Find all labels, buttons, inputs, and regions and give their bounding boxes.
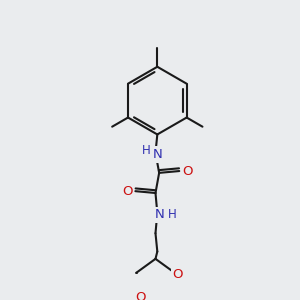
Text: O: O [172, 268, 183, 281]
Text: H: H [168, 208, 176, 221]
Text: O: O [122, 185, 132, 198]
Text: O: O [136, 291, 146, 300]
Text: O: O [182, 164, 193, 178]
Text: N: N [152, 148, 162, 161]
Text: H: H [142, 144, 151, 158]
Text: N: N [155, 208, 165, 221]
